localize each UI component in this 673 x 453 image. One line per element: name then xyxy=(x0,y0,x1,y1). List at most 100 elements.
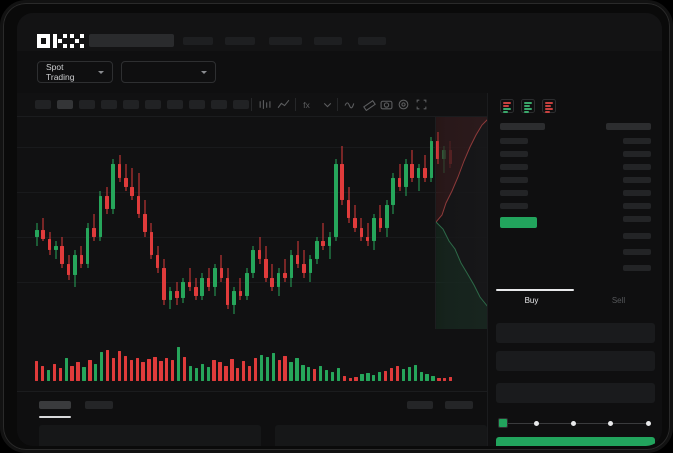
gridline xyxy=(17,192,487,193)
amount-percent-slider[interactable] xyxy=(498,418,653,428)
timeframe-1w[interactable] xyxy=(189,100,205,109)
orderbook-row[interactable] xyxy=(623,265,651,271)
depth-asks-icon[interactable] xyxy=(542,99,556,113)
orderbook-row[interactable] xyxy=(623,203,651,209)
volume-bar xyxy=(64,358,68,381)
orderbook-row[interactable] xyxy=(623,233,651,239)
volume-bar xyxy=(236,367,240,381)
volume-bar xyxy=(212,360,216,381)
price-input[interactable] xyxy=(496,323,655,343)
nav-item-earn[interactable] xyxy=(314,37,342,45)
action-hide-other-pairs[interactable] xyxy=(407,401,433,409)
volume-bar xyxy=(206,366,210,381)
tab-buy[interactable]: Buy xyxy=(524,296,539,305)
price-chart[interactable] xyxy=(17,117,487,329)
orderbook-row[interactable] xyxy=(623,216,651,222)
volume-bar xyxy=(52,363,57,381)
amount-input[interactable] xyxy=(496,351,655,371)
nav-search-field[interactable] xyxy=(89,34,174,47)
volume-bar xyxy=(111,358,116,381)
nav-item-derivatives[interactable] xyxy=(269,37,302,45)
slider-step-100[interactable] xyxy=(646,420,651,426)
ruler-icon[interactable] xyxy=(363,98,376,111)
tab-sell[interactable]: Sell xyxy=(611,296,626,305)
okx-logo[interactable] xyxy=(37,34,84,48)
orderbook-row[interactable] xyxy=(500,138,528,144)
orderbook-row[interactable] xyxy=(500,151,528,157)
volume-bar xyxy=(135,358,139,381)
candle xyxy=(124,117,128,323)
fullscreen-icon[interactable] xyxy=(415,98,428,111)
candle xyxy=(359,117,364,323)
pair-selector[interactable] xyxy=(121,61,216,83)
candle xyxy=(213,117,217,323)
depth-mixed-icon[interactable] xyxy=(500,99,514,113)
orderbook-row[interactable] xyxy=(500,177,528,183)
volume-bar xyxy=(378,371,382,381)
timeframe-1mo[interactable] xyxy=(211,100,227,109)
timeframe-1d[interactable] xyxy=(167,100,183,109)
slider-handle[interactable] xyxy=(498,418,508,428)
volume-bar xyxy=(218,362,222,381)
candlestick-chart-icon[interactable] xyxy=(258,98,271,111)
wave-icon[interactable] xyxy=(344,98,357,111)
gridline xyxy=(17,147,487,148)
candle xyxy=(378,117,383,323)
candle xyxy=(60,117,65,323)
orderbook-row[interactable] xyxy=(500,164,528,170)
timeframe-30m[interactable] xyxy=(101,100,117,109)
orderbook-row[interactable] xyxy=(500,203,528,209)
candle xyxy=(200,117,205,323)
total-input[interactable] xyxy=(496,383,655,403)
timeframe-4h[interactable] xyxy=(145,100,161,109)
orders-panel-left xyxy=(39,425,261,446)
camera-icon[interactable] xyxy=(380,98,393,111)
nav-item-trade[interactable] xyxy=(225,37,255,45)
tab-order-history[interactable] xyxy=(85,401,113,409)
app-screen: Spot Trading xyxy=(17,13,662,446)
volume-bar xyxy=(318,365,323,381)
volume-bar xyxy=(437,377,441,381)
submit-buy-button[interactable] xyxy=(496,437,655,446)
action-cancel-all[interactable] xyxy=(445,401,473,409)
slider-step-75[interactable] xyxy=(608,420,613,426)
line-chart-icon[interactable] xyxy=(277,98,290,111)
gridline xyxy=(17,282,487,283)
timeframe-more[interactable] xyxy=(233,100,249,109)
candle xyxy=(251,117,255,323)
timeframe-15m[interactable] xyxy=(79,100,95,109)
orderbook-row[interactable] xyxy=(623,164,651,170)
timeframe-1m[interactable] xyxy=(35,100,51,109)
slider-step-25[interactable] xyxy=(534,420,539,426)
orderbook-row[interactable] xyxy=(623,151,651,157)
candle xyxy=(404,117,408,323)
volume-bar xyxy=(313,368,317,381)
trading-mode-selector[interactable]: Spot Trading xyxy=(37,61,113,83)
indicator-icon[interactable]: fx xyxy=(302,98,315,111)
app-header xyxy=(17,13,662,51)
volume-bar xyxy=(431,375,435,381)
chevron-down-icon[interactable] xyxy=(321,98,334,111)
orderbook-row[interactable] xyxy=(623,190,651,196)
volume-bar xyxy=(301,364,305,381)
nav-item-more[interactable] xyxy=(358,37,386,45)
orderbook-row[interactable] xyxy=(623,249,651,255)
volume-bar xyxy=(407,366,411,381)
orderbook-row[interactable] xyxy=(623,138,651,144)
slider-step-50[interactable] xyxy=(571,420,576,426)
candle xyxy=(391,117,395,323)
candle xyxy=(346,117,351,323)
nav-item-markets[interactable] xyxy=(183,37,213,45)
candle xyxy=(327,117,332,323)
orderbook-best-price-row[interactable] xyxy=(500,217,537,228)
orders-panel-right xyxy=(275,425,487,446)
settings-gear-icon[interactable] xyxy=(397,98,410,111)
timeframe-1h[interactable] xyxy=(123,100,139,109)
tab-open-orders[interactable] xyxy=(39,401,71,409)
volume-bar xyxy=(35,361,39,381)
timeframe-5m[interactable] xyxy=(57,100,73,109)
volume-bar xyxy=(70,365,74,381)
depth-bids-icon[interactable] xyxy=(521,99,535,113)
orderbook-row[interactable] xyxy=(500,190,528,196)
orderbook-row[interactable] xyxy=(623,177,651,183)
